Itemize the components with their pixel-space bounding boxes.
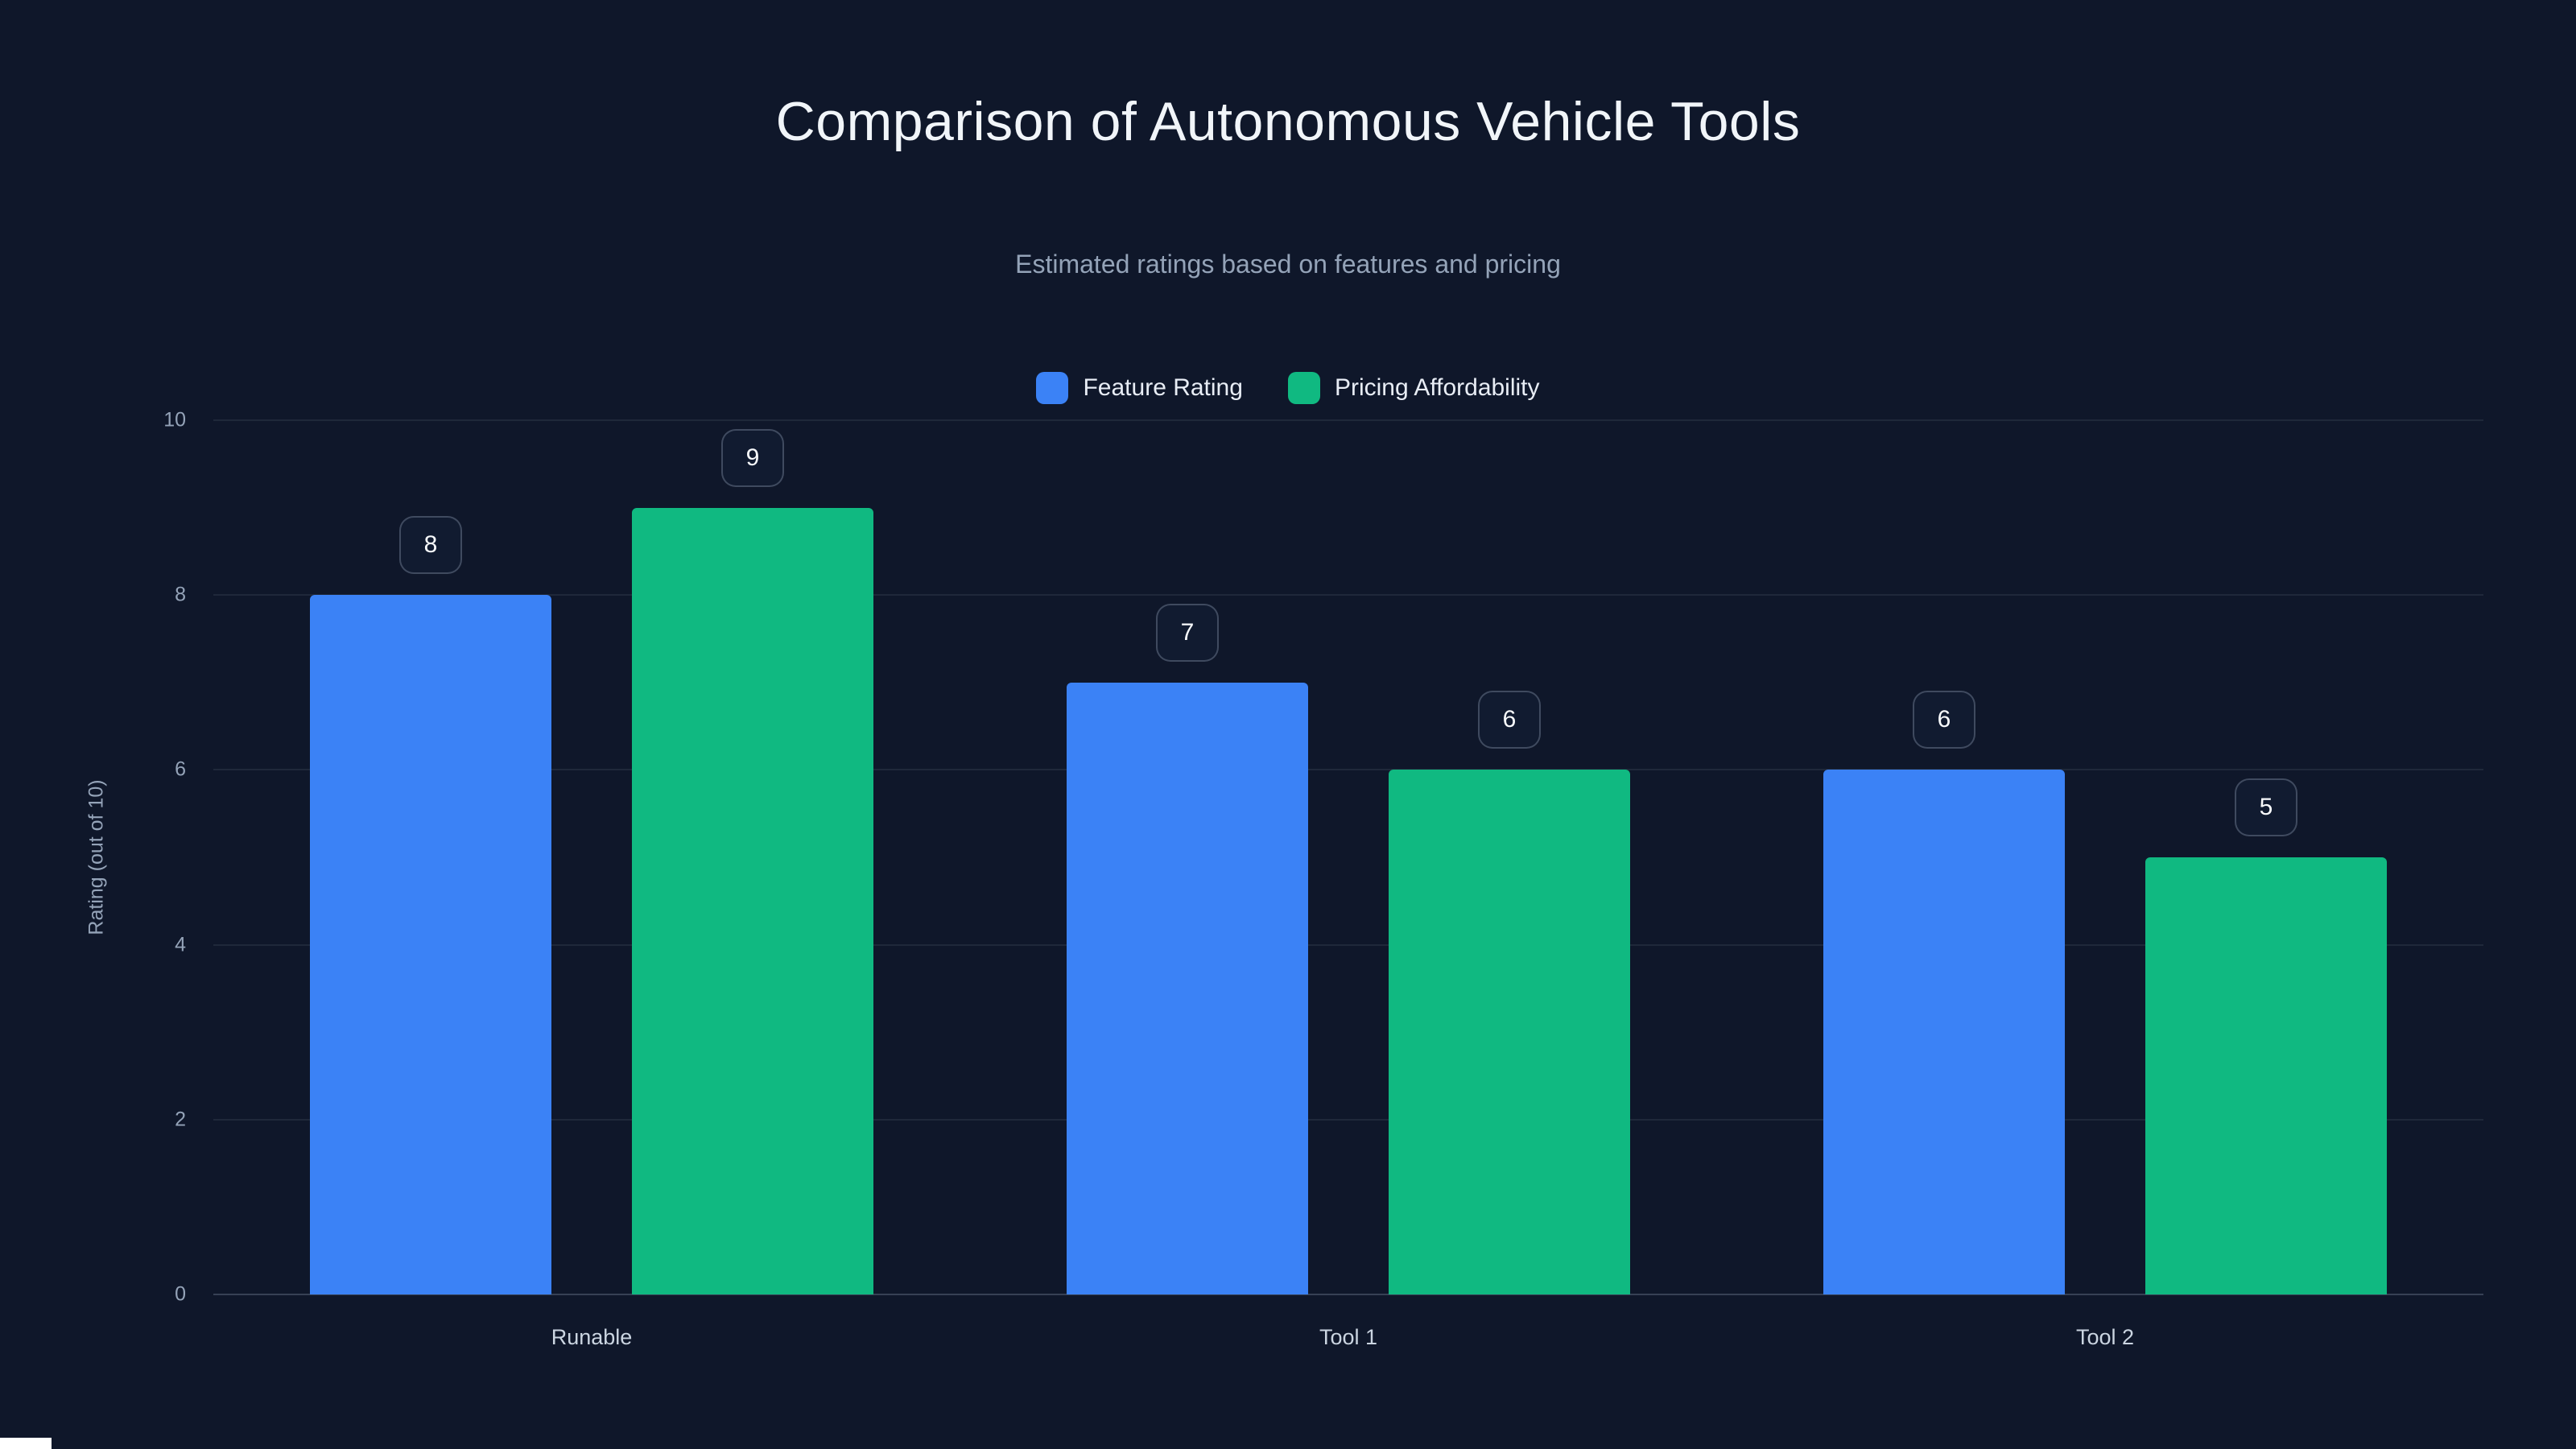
legend-label: Pricing Affordability bbox=[1334, 374, 1540, 401]
gridline bbox=[213, 943, 2483, 946]
gridline bbox=[213, 1118, 2483, 1121]
legend-item[interactable]: Pricing Affordability bbox=[1287, 372, 1540, 404]
bar-feature-rating: 8 bbox=[310, 516, 551, 1294]
legend-swatch bbox=[1287, 372, 1320, 404]
bar-pricing-affordability: 5 bbox=[2145, 778, 2387, 1294]
y-tick-label: 10 bbox=[163, 408, 186, 431]
gridline bbox=[213, 769, 2483, 771]
value-label: 6 bbox=[1913, 691, 1975, 749]
chart-title: Comparison of Autonomous Vehicle Tools bbox=[775, 91, 1801, 152]
y-axis-title: Rating (out of 10) bbox=[85, 779, 108, 935]
bar-feature-rating: 7 bbox=[1067, 603, 1308, 1294]
y-tick-label: 4 bbox=[175, 933, 186, 956]
y-tick-label: 8 bbox=[175, 583, 186, 606]
y-tick-label: 0 bbox=[175, 1282, 186, 1306]
bar-group: 8 9 Runable bbox=[310, 420, 873, 1349]
value-label: 9 bbox=[721, 428, 784, 487]
bar-group: 6 5 Tool 2 bbox=[1823, 420, 2387, 1349]
y-tick-label: 6 bbox=[175, 758, 186, 781]
legend: Feature Rating Pricing Affordability bbox=[0, 372, 2576, 404]
legend-item[interactable]: Feature Rating bbox=[1036, 372, 1243, 404]
gridline bbox=[213, 1294, 2483, 1295]
bar-pricing-affordability: 6 bbox=[1389, 691, 1630, 1294]
bar-groups: 8 9 Runable 7 6 Tool 1 6 5 Tool 2 bbox=[213, 420, 2483, 1349]
gridline bbox=[213, 594, 2483, 597]
gridline bbox=[213, 419, 2483, 421]
value-label: 6 bbox=[1478, 691, 1541, 749]
value-label: 7 bbox=[1156, 603, 1219, 662]
bar-pricing-affordability: 9 bbox=[632, 428, 873, 1294]
plot-area: 0 2 4 6 8 10 8 9 Runable 7 6 Tool 1 6 5 Tool 2 bbox=[163, 410, 2483, 1349]
value-label: 8 bbox=[399, 516, 462, 575]
bar-group: 7 6 Tool 1 bbox=[1067, 420, 1630, 1349]
legend-swatch bbox=[1036, 372, 1069, 404]
x-category-label: Tool 2 bbox=[2075, 1325, 2135, 1349]
chart-subtitle: Estimated ratings based on features and … bbox=[1015, 250, 1561, 279]
page-bottom-edge bbox=[0, 1438, 52, 1449]
legend-label: Feature Rating bbox=[1083, 374, 1243, 401]
bar-feature-rating: 6 bbox=[1823, 691, 2065, 1294]
x-category-label: Tool 1 bbox=[1319, 1325, 1378, 1349]
value-label: 5 bbox=[2235, 778, 2297, 836]
x-category-label: Runable bbox=[551, 1325, 633, 1349]
y-tick-label: 2 bbox=[175, 1108, 186, 1131]
